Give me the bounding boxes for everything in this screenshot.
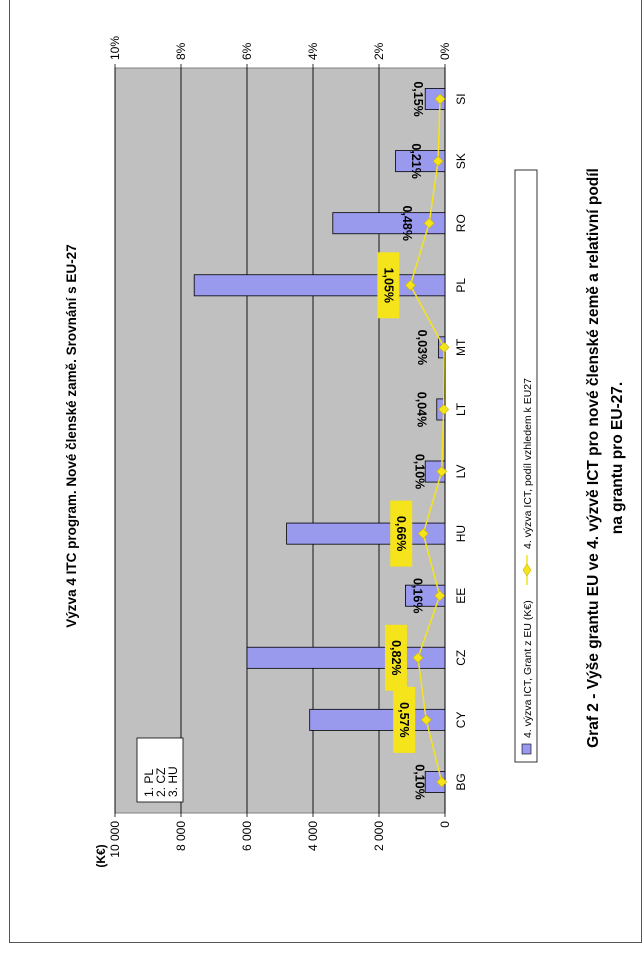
category-label: BG <box>454 773 468 790</box>
legend: 4. výzva ICT, Grant z EU (K€) 4. výzva I… <box>514 169 538 763</box>
ranking-item: 1. PL <box>142 769 156 797</box>
left-axis-tick-label: 6 000 <box>240 821 254 851</box>
line-marker <box>438 404 450 415</box>
figure-frame <box>9 0 642 943</box>
category-label: RO <box>454 214 468 232</box>
category-label: CZ <box>454 650 468 666</box>
data-label: 0,10% <box>413 454 427 489</box>
right-axis-tick-label: 6% <box>240 42 254 60</box>
ranking-item: 2. CZ <box>154 768 168 797</box>
data-label: 0,16% <box>411 578 425 613</box>
line-marker <box>420 714 432 726</box>
category-label: LV <box>454 465 468 479</box>
figure-caption-line-1: Graf 2 - Výše grantu EU ve 4. výzvě ICT … <box>585 168 602 748</box>
data-label: 0,82% <box>389 640 403 675</box>
right-axis-tick-label: 0% <box>438 42 452 60</box>
ranking-item: 3. HU <box>166 766 180 797</box>
left-axis-unit: (K€) <box>94 844 108 867</box>
data-label: 0,04% <box>415 392 429 427</box>
data-label: 0,48% <box>400 205 414 240</box>
line-marker <box>423 217 435 229</box>
category-label: MT <box>454 338 468 356</box>
share-line <box>409 99 445 783</box>
line-marker <box>436 776 448 788</box>
line-marker <box>434 590 446 602</box>
ranking-box: 1. PL 2. CZ 3. HU <box>136 737 184 803</box>
data-label: 0,66% <box>394 516 408 551</box>
left-axis-tick-label: 4 000 <box>306 821 320 851</box>
data-label: 0,21% <box>409 143 423 178</box>
data-label-highlight <box>377 252 400 319</box>
category-label: HU <box>454 525 468 542</box>
line-marker <box>438 341 450 353</box>
line-marker <box>436 466 448 477</box>
data-label: 0,15% <box>411 81 425 116</box>
line-marker <box>404 279 416 291</box>
data-label: 0,03% <box>415 330 429 365</box>
category-label: CY <box>454 712 468 729</box>
data-label-highlight <box>384 624 407 691</box>
bar <box>332 212 446 235</box>
right-axis-tick-label: 4% <box>306 42 320 60</box>
right-axis-tick-label: 8% <box>174 42 188 60</box>
data-label-highlight <box>390 500 413 567</box>
right-axis-tick-label: 2% <box>372 42 386 60</box>
data-label-highlight <box>393 686 416 753</box>
data-label: 0,10% <box>413 764 427 799</box>
data-label: 1,05% <box>381 268 395 303</box>
line-marker <box>412 652 424 664</box>
bar <box>395 150 446 173</box>
category-label: EE <box>454 588 468 604</box>
left-axis-tick-label: 8 000 <box>174 821 188 851</box>
legend-bar-label: 4. výzva ICT, Grant z EU (K€) <box>522 600 534 738</box>
chart-title: Výzva 4 ITC program. Nové členské zamě. … <box>64 244 79 627</box>
line-marker <box>432 155 444 167</box>
category-label: PL <box>454 278 468 293</box>
category-label: SK <box>454 153 468 169</box>
left-axis-tick-label: 2 000 <box>372 821 386 851</box>
line-marker <box>434 93 446 105</box>
figure-caption-line-2: na grantu pro EU-27. <box>609 382 626 534</box>
category-label: SI <box>454 93 468 104</box>
legend-bar-swatch <box>521 743 532 755</box>
right-axis-tick-label: 10% <box>108 36 122 60</box>
legend-line-marker <box>522 563 532 577</box>
legend-line-label: 4. výzva ICT, podíl vzhledem k EU27 <box>522 378 534 549</box>
left-axis-tick-label: 0 <box>438 821 452 828</box>
category-label: LT <box>454 402 468 416</box>
left-axis-tick-label: 10 000 <box>108 821 122 858</box>
data-label: 0,57% <box>397 702 411 737</box>
line-marker <box>417 528 429 540</box>
